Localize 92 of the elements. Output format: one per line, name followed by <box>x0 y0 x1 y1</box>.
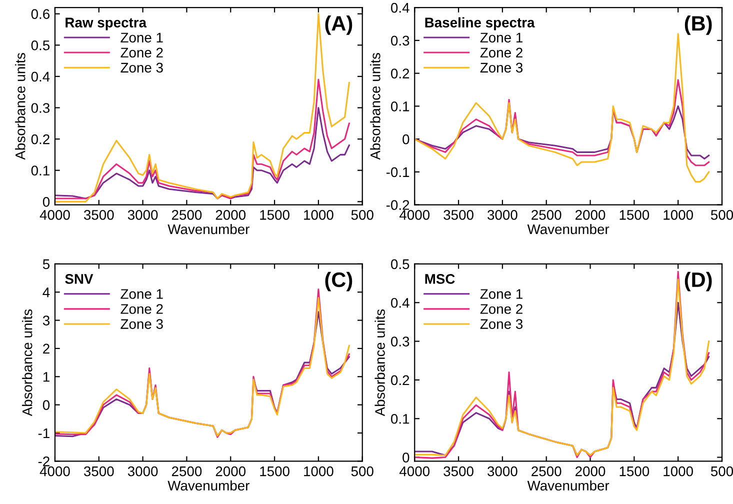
y-tick-label: 3 <box>42 316 50 326</box>
x-tick-label: 1500 <box>260 210 290 220</box>
y-tick-label: 0.1 <box>390 414 410 424</box>
y-tick-label: 0.2 <box>390 68 410 78</box>
x-axis-title: Wavenumber <box>168 480 250 491</box>
legend-title: MSC <box>425 274 455 284</box>
legend-label: Zone 1 <box>480 32 522 43</box>
legend-label: Zone 2 <box>120 304 163 314</box>
y-tick-label: 0.2 <box>390 375 410 386</box>
y-axis-title: Absorbance units <box>374 309 385 416</box>
y-tick-label: 0.3 <box>390 36 410 46</box>
x-tick-label: 4000 <box>40 210 70 220</box>
x-tick-label: 1000 <box>664 466 693 476</box>
legend-label: Zone 3 <box>120 62 163 73</box>
annotation: (A) <box>325 15 352 35</box>
x-tick-label: 4000 <box>399 210 430 220</box>
x-tick-label: 2500 <box>172 210 202 220</box>
line-series <box>414 79 710 166</box>
legend-label: Zone 2 <box>120 48 163 58</box>
x-tick-label: 4000 <box>399 466 430 476</box>
y-tick-label: 0 <box>402 452 410 462</box>
y-tick-label: 4 <box>42 288 50 298</box>
x-axis-title: Wavenumber <box>527 224 610 234</box>
y-tick-label: -0.1 <box>386 167 410 178</box>
x-tick-label: 2000 <box>216 466 246 476</box>
y-tick-label: -0.2 <box>386 200 410 210</box>
x-tick-label: 1500 <box>620 210 650 220</box>
legend-label: Zone 2 <box>480 304 522 314</box>
x-tick-label: 1500 <box>620 466 650 476</box>
y-tick-label: 0.4 <box>390 2 410 13</box>
x-tick-label: 1000 <box>304 210 334 220</box>
y-tick-label: -1 <box>38 428 50 438</box>
x-tick-label: 3500 <box>444 466 474 476</box>
y-tick-label: 0 <box>42 400 50 410</box>
line-series <box>54 106 350 200</box>
x-tick-label: 500 <box>351 210 374 220</box>
legend-title: Baseline spectra <box>425 17 535 30</box>
legend-label: Zone 3 <box>480 319 523 329</box>
y-tick-label: 0.6 <box>31 9 50 19</box>
annotation: (B) <box>684 15 712 35</box>
x-tick-label: 2500 <box>532 210 562 220</box>
x-tick-label: 500 <box>710 210 733 220</box>
x-tick-label: 4000 <box>40 466 70 476</box>
y-axis-title: Absorbance units <box>370 53 380 160</box>
x-tick-label: 500 <box>351 466 374 476</box>
y-tick-label: 0.4 <box>390 298 410 308</box>
y-axis-title: Absorbance units <box>15 53 26 160</box>
x-tick-label: 3000 <box>128 466 158 476</box>
y-axis-title: Absorbance units <box>22 309 32 416</box>
y-tick-label: 0 <box>42 196 50 207</box>
x-tick-label: 3000 <box>488 210 518 220</box>
y-tick-label: -2 <box>38 456 50 466</box>
y-tick-label: 0.3 <box>390 336 410 346</box>
annotation: (D) <box>684 272 712 292</box>
x-tick-label: 2000 <box>576 466 606 476</box>
x-axis-title: Wavenumber <box>168 224 250 234</box>
legend-label: Zone 3 <box>120 319 163 329</box>
legend-label: Zone 1 <box>120 289 163 299</box>
legend-label: Zone 2 <box>480 48 522 58</box>
annotation: (C) <box>325 272 352 292</box>
x-tick-label: 500 <box>710 466 733 476</box>
y-tick-label: 0.3 <box>31 103 50 113</box>
x-tick-label: 2500 <box>172 466 202 476</box>
y-tick-label: 0.5 <box>31 40 50 50</box>
x-tick-label: 3500 <box>444 210 474 220</box>
x-tick-label: 2000 <box>576 210 606 220</box>
y-tick-label: 5 <box>42 259 50 270</box>
x-tick-label: 1000 <box>304 466 334 476</box>
legend-label: Zone 1 <box>480 289 522 299</box>
x-tick-label: 3500 <box>84 466 114 476</box>
y-tick-label: 0.4 <box>31 72 50 82</box>
x-axis-title: Wavenumber <box>527 480 610 491</box>
x-tick-label: 1500 <box>260 466 290 476</box>
x-tick-label: 1000 <box>664 210 693 220</box>
line-series <box>54 78 350 200</box>
y-tick-label: 0.2 <box>31 134 50 144</box>
y-tick-label: 0.5 <box>390 259 410 270</box>
x-tick-label: 2000 <box>216 210 246 220</box>
y-tick-label: 0.1 <box>390 102 410 112</box>
legend-label: Zone 3 <box>480 62 523 73</box>
y-tick-label: 2 <box>43 344 50 354</box>
y-tick-label: 0.1 <box>31 166 50 176</box>
y-tick-label: 0 <box>402 134 410 144</box>
legend-title: Raw spectra <box>66 18 147 30</box>
x-tick-label: 3000 <box>128 210 158 220</box>
x-tick-label: 2500 <box>532 466 562 476</box>
x-tick-label: 3000 <box>488 466 518 476</box>
x-tick-label: 3500 <box>84 210 114 220</box>
legend-title: SNV <box>65 274 94 284</box>
legend-label: Zone 1 <box>120 32 163 43</box>
line-series <box>414 33 710 183</box>
y-tick-label: 1 <box>43 372 50 382</box>
